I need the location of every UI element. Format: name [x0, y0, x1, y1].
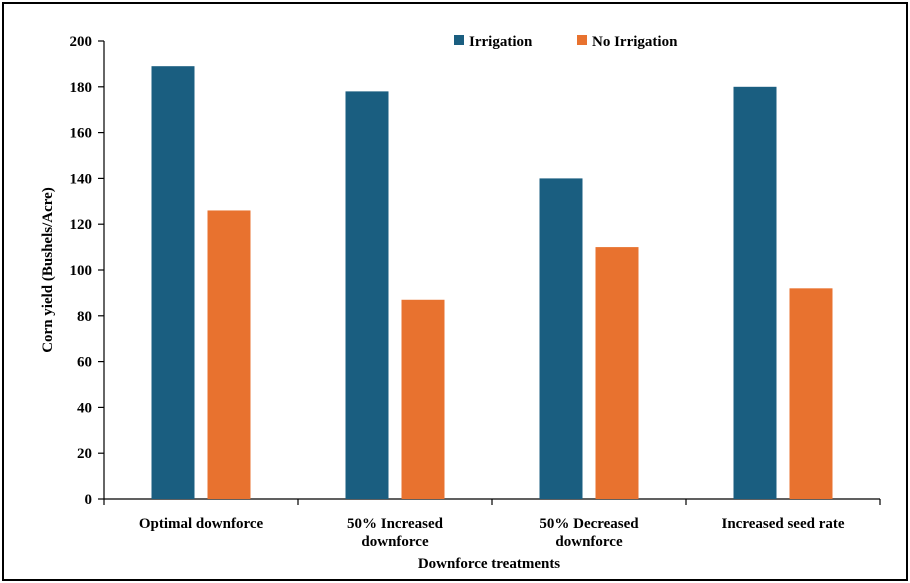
legend-swatch	[454, 35, 464, 45]
legend-label: No Irrigation	[592, 34, 678, 50]
category-labels: Optimal downforce 50% Increased downforce 5…	[139, 516, 845, 550]
y-tick-label: 80	[77, 309, 92, 325]
bar	[345, 91, 389, 499]
x-tick-label: 50% Decreased downforce	[539, 516, 639, 550]
x-tick-label: Optimal downforce	[139, 516, 264, 532]
bar	[401, 299, 445, 499]
x-tick-label: 50% Increased downforce	[347, 516, 444, 550]
bar	[789, 288, 833, 499]
x-axis-title: Downforce treatments	[418, 556, 560, 572]
x-axis	[103, 498, 881, 505]
bar	[151, 66, 195, 499]
y-tick-label: 200	[70, 34, 93, 50]
bar	[207, 210, 251, 499]
y-tick-label: 100	[70, 263, 93, 279]
y-tick-label: 180	[70, 80, 93, 96]
y-tick-label: 140	[70, 171, 93, 187]
legend-label: Irrigation	[469, 34, 533, 50]
y-tick-label: 0	[85, 492, 93, 508]
bar	[539, 178, 583, 499]
y-tick-label: 160	[70, 126, 93, 142]
bars	[151, 66, 833, 500]
y-tick-label: 120	[70, 217, 93, 233]
y-tick-label: 60	[77, 355, 92, 371]
legend-swatch	[577, 35, 587, 45]
y-tick-label: 40	[77, 400, 92, 416]
y-axis: 0 20 40 60 80 100 120 140 160 180 200	[70, 34, 105, 508]
bar	[733, 86, 777, 500]
bar	[595, 247, 639, 499]
x-tick-label: Increased seed rate	[721, 516, 844, 532]
y-tick-label: 20	[77, 446, 92, 462]
legend: Irrigation No Irrigation	[454, 34, 678, 50]
y-axis-title: Corn yield (Bushels/Acre)	[40, 187, 56, 353]
